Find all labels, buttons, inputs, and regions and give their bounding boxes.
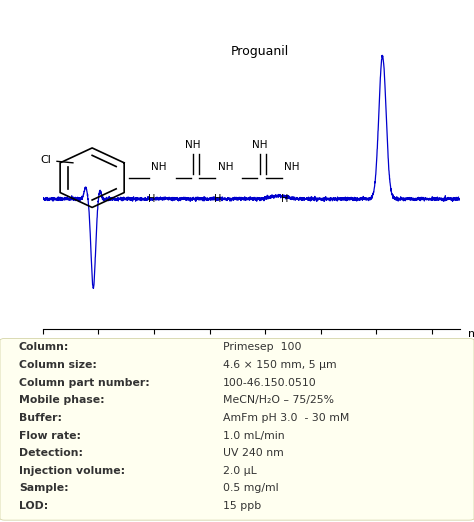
Text: Flow rate:: Flow rate: xyxy=(19,431,81,441)
Text: MeCN/H₂O – 75/25%: MeCN/H₂O – 75/25% xyxy=(223,395,334,405)
Text: 100-46.150.0510: 100-46.150.0510 xyxy=(223,377,317,387)
Text: Detection:: Detection: xyxy=(19,448,83,458)
Text: LOD:: LOD: xyxy=(19,501,48,511)
Text: H: H xyxy=(214,194,221,204)
Text: Column size:: Column size: xyxy=(19,360,97,370)
Text: AmFm pH 3.0  - 30 mM: AmFm pH 3.0 - 30 mM xyxy=(223,413,349,423)
Text: 0.5 mg/ml: 0.5 mg/ml xyxy=(223,483,278,493)
Text: H: H xyxy=(281,194,288,204)
Text: Mobile phase:: Mobile phase: xyxy=(19,395,105,405)
Text: NH: NH xyxy=(218,162,233,172)
Text: NH: NH xyxy=(252,140,267,150)
Text: NH: NH xyxy=(151,162,167,172)
Text: Sample:: Sample: xyxy=(19,483,69,493)
Text: Injection volume:: Injection volume: xyxy=(19,466,125,476)
Text: 2.0 μL: 2.0 μL xyxy=(223,466,256,476)
Text: NH: NH xyxy=(284,162,300,172)
Text: Column:: Column: xyxy=(19,342,69,352)
Text: min: min xyxy=(468,329,474,339)
Text: Primesep  100: Primesep 100 xyxy=(223,342,301,352)
Text: Cl: Cl xyxy=(41,155,52,165)
Text: 15 ppb: 15 ppb xyxy=(223,501,261,511)
Text: NH: NH xyxy=(185,140,201,150)
Text: UV 240 nm: UV 240 nm xyxy=(223,448,283,458)
Text: Proguanil: Proguanil xyxy=(230,45,289,58)
Text: Buffer:: Buffer: xyxy=(19,413,62,423)
Text: 1.0 mL/min: 1.0 mL/min xyxy=(223,431,284,441)
Text: H: H xyxy=(147,194,155,204)
Text: 4.6 × 150 mm, 5 μm: 4.6 × 150 mm, 5 μm xyxy=(223,360,337,370)
FancyBboxPatch shape xyxy=(0,339,474,520)
Text: Column part number:: Column part number: xyxy=(19,377,150,387)
